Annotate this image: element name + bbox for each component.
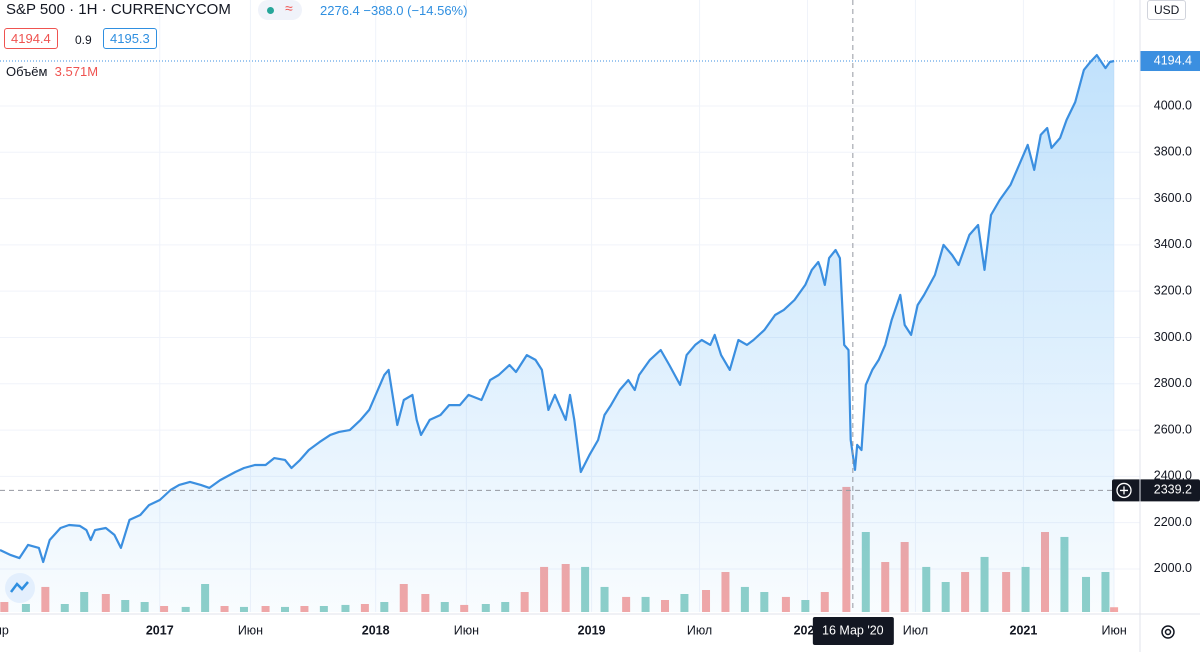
y-tick-label: 3200.0: [1154, 283, 1192, 297]
interval: 1H: [78, 1, 98, 18]
x-tick-label: Июл: [903, 623, 928, 637]
currency-button[interactable]: USD: [1147, 0, 1187, 20]
x-tick-label: Июн: [238, 623, 263, 637]
y-tick-label: 2600.0: [1154, 422, 1192, 436]
last-price-label: 4194.4: [1154, 53, 1192, 67]
y-tick-label: 2200.0: [1154, 515, 1192, 529]
y-tick-label: 3400.0: [1154, 237, 1192, 251]
volume-legend: Объём 3.571M: [6, 64, 98, 79]
spread: 0.9: [75, 33, 92, 47]
buy-button[interactable]: 4195.3: [103, 28, 157, 49]
x-tick-label: Июл: [687, 623, 712, 637]
y-tick-label: 2000.0: [1154, 561, 1192, 575]
x-tick-label: 2019: [578, 623, 606, 637]
settings-icon[interactable]: [1161, 625, 1175, 639]
crosshair-plus: [1116, 482, 1132, 499]
crosshair-date-tag: [812, 617, 894, 645]
sell-button[interactable]: 4194.4: [4, 28, 58, 49]
last-price-tag: [1140, 51, 1200, 72]
crosshair-date-label: 16 Мар '20: [822, 623, 884, 637]
crosshair-plus-sign: [1120, 486, 1128, 495]
volume-value: 3.571M: [54, 64, 99, 79]
x-tick-label: Июн: [1101, 623, 1126, 637]
area-fill: [0, 55, 1115, 613]
logo[interactable]: [5, 573, 35, 603]
change: 2276.4 −388.0 (−14.56%): [320, 3, 468, 18]
exchange: CURRENCYCOM: [110, 1, 231, 18]
crosshair-price-label: 2339.2: [1154, 483, 1192, 497]
x-tick-label: 2017: [146, 623, 174, 637]
x-tick-label: Июн: [454, 623, 479, 637]
x-tick-label: Апр: [0, 623, 9, 637]
x-tick-label: 2018: [362, 623, 390, 637]
volume-name: Объём: [6, 64, 48, 79]
x-tick-label: 2021: [1010, 623, 1038, 637]
y-tick-label: 3000.0: [1154, 330, 1192, 344]
price-line: [0, 54, 1115, 564]
y-tick-label: 3800.0: [1154, 145, 1192, 159]
crosshair-price-tag: [1112, 479, 1200, 502]
y-tick-label: 2400.0: [1154, 469, 1192, 483]
status-pill[interactable]: ≈: [258, 0, 302, 20]
y-tick-label: 2800.0: [1154, 376, 1192, 390]
y-tick-label: 3600.0: [1154, 191, 1192, 205]
symbol-line: S&P 500 · 1H · CURRENCYCOM: [6, 1, 231, 18]
y-tick-label: 4000.0: [1154, 98, 1192, 112]
symbol: S&P 500: [6, 1, 65, 18]
